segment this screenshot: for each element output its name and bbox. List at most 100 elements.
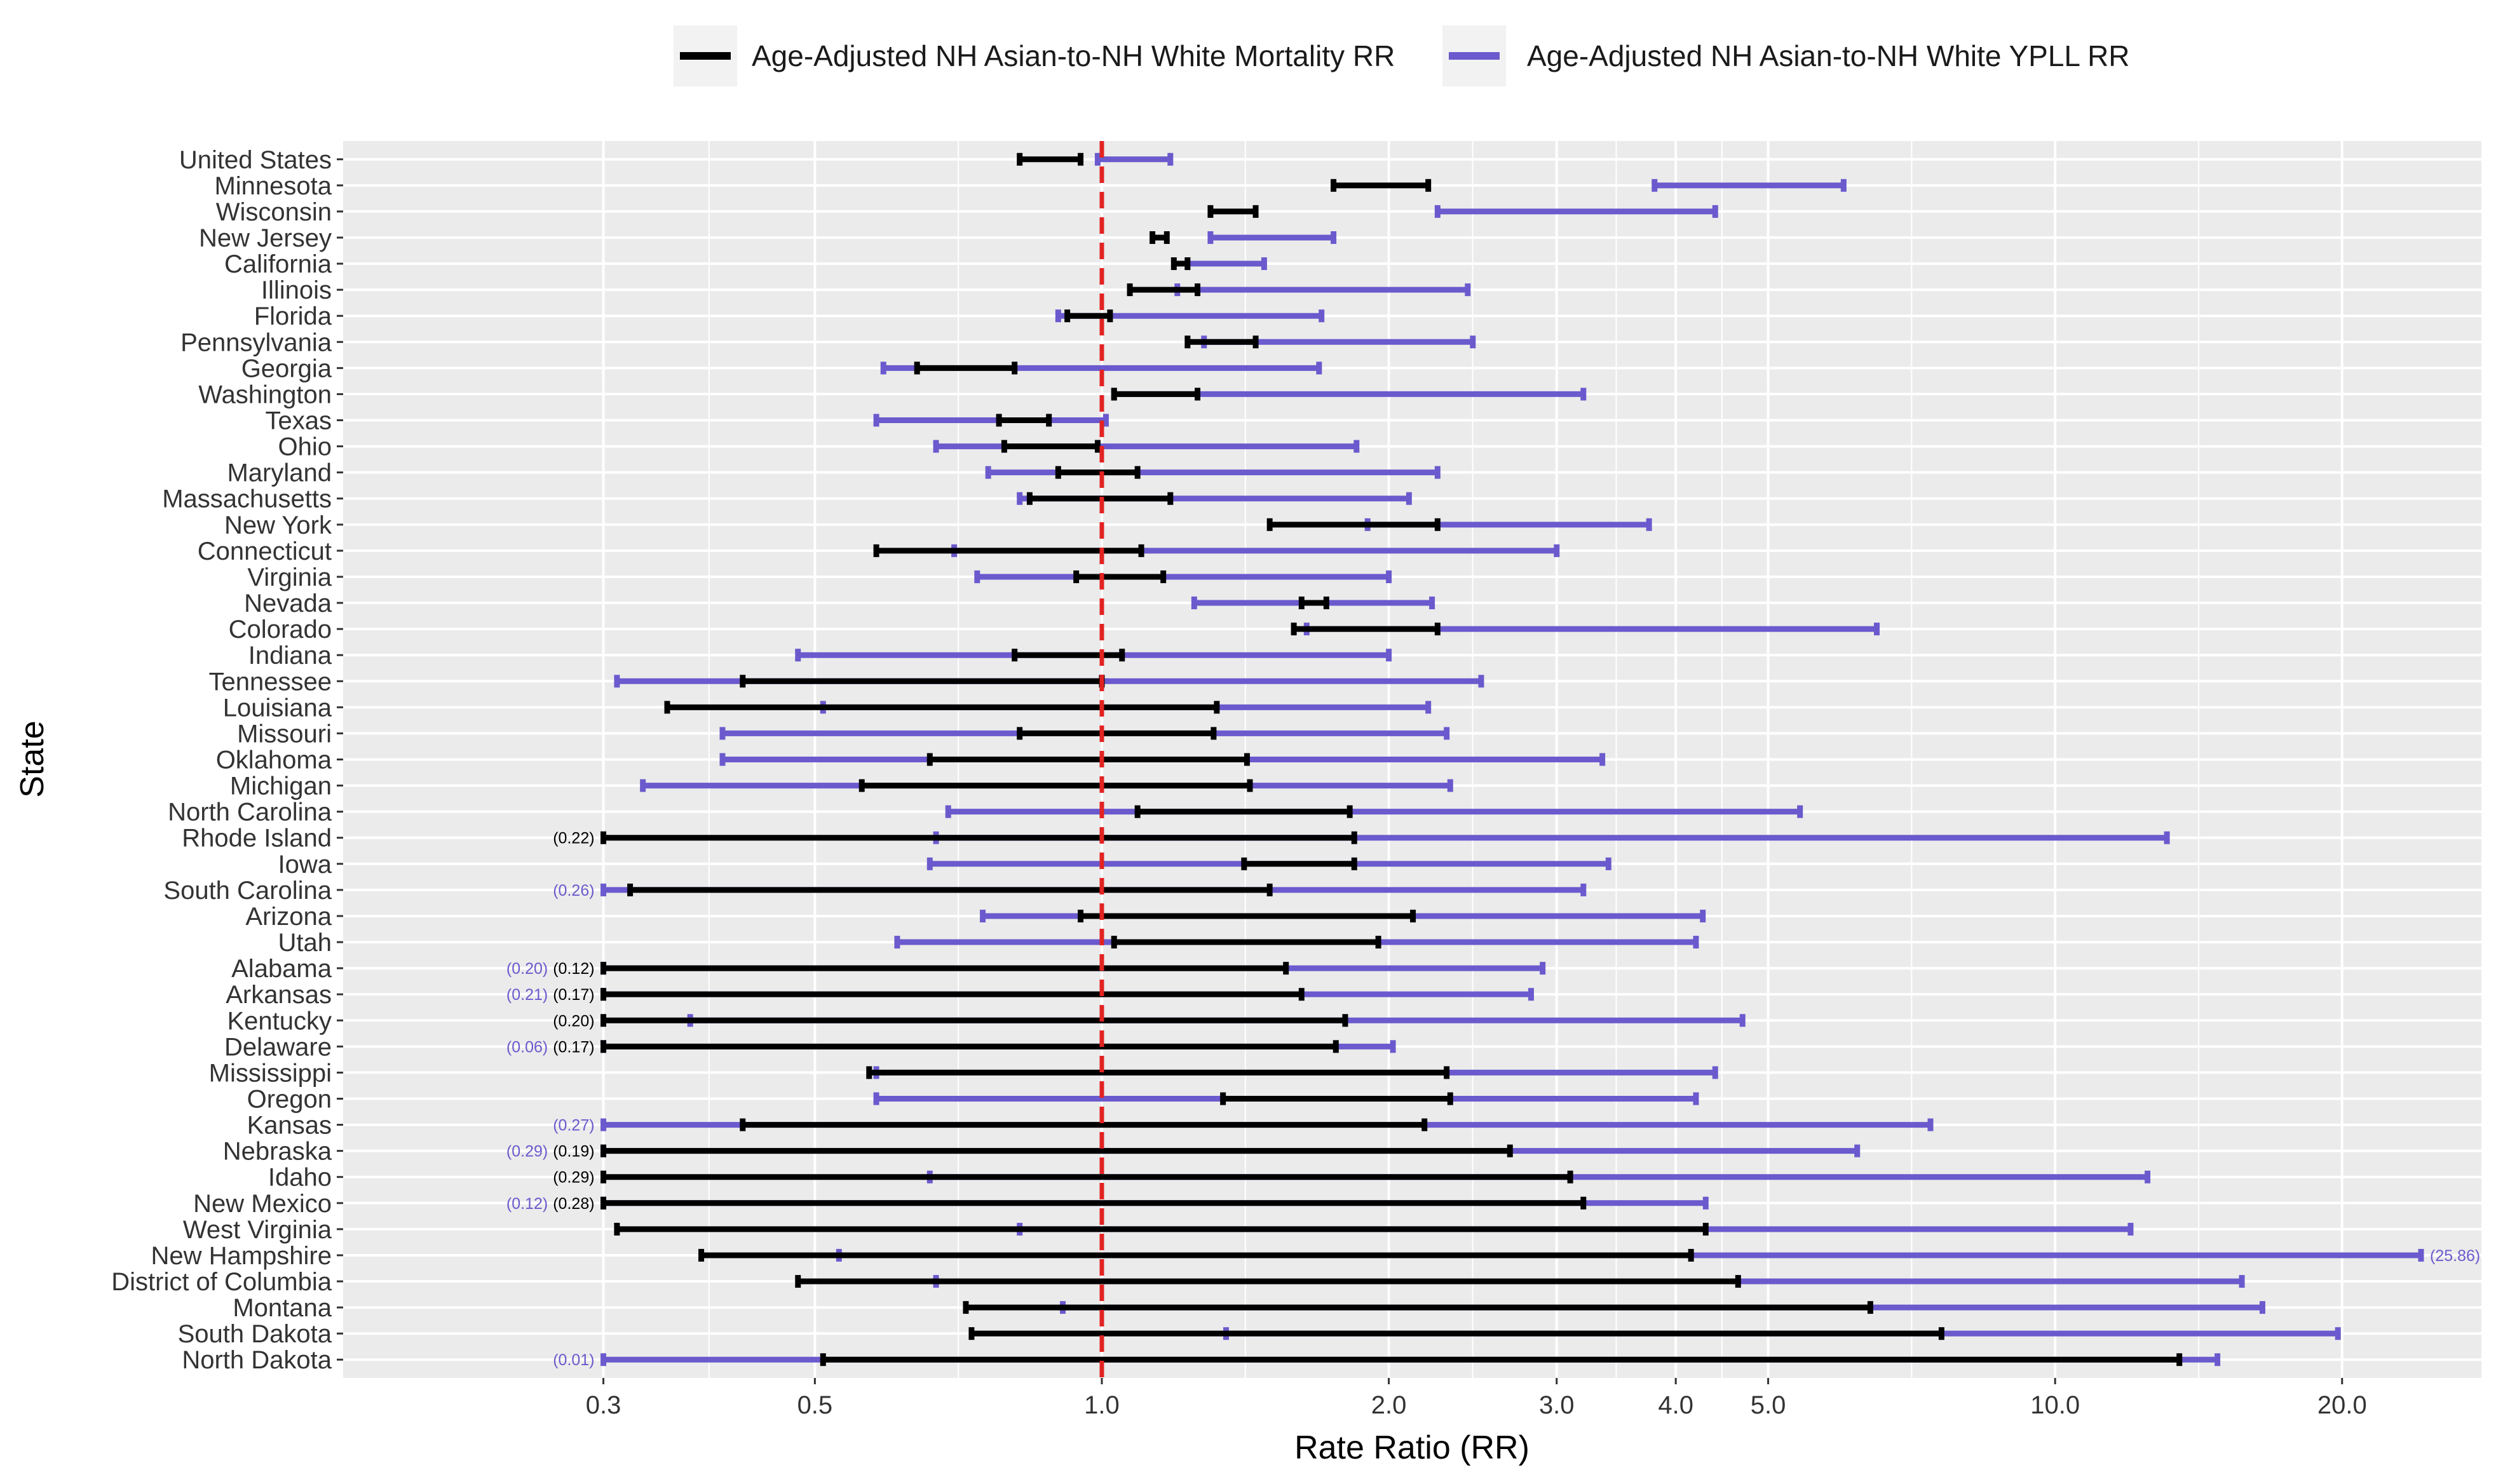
mortality-interval-south-dakota xyxy=(968,1327,1944,1340)
mortality-interval-west-virginia xyxy=(614,1222,1709,1236)
x-tick-label-3-0: 3.0 xyxy=(1539,1391,1575,1419)
y-tick-label-nevada: Nevada xyxy=(244,590,332,617)
mortality-interval-kentucky xyxy=(600,1014,1348,1027)
mortality-interval-washington xyxy=(1111,388,1201,401)
x-tick-label-5-0: 5.0 xyxy=(1751,1391,1786,1419)
mortality-truncated-value-arkansas: (0.17) xyxy=(553,986,594,1004)
yll-interval-united-states xyxy=(1094,152,1174,166)
y-tick-label-colorado: Colorado xyxy=(229,616,332,644)
y-tick-label-north-carolina: North Carolina xyxy=(168,799,332,826)
mortality-truncated-value-kentucky: (0.20) xyxy=(553,1012,594,1030)
y-tick-label-oklahoma: Oklahoma xyxy=(216,746,332,774)
y-tick-label-texas: Texas xyxy=(266,407,332,435)
legend-label-mortality: Age-Adjusted NH Asian-to-NH White Mortal… xyxy=(752,39,1395,72)
mortality-interval-oregon xyxy=(1220,1092,1453,1105)
mortality-interval-south-carolina xyxy=(627,883,1273,896)
mortality-interval-new-mexico xyxy=(600,1196,1587,1210)
y-tick-label-new-mexico: New Mexico xyxy=(193,1190,332,1218)
x-tick-label-10-0: 10.0 xyxy=(2030,1391,2080,1419)
mortality-interval-pennsylvania xyxy=(1184,335,1259,349)
x-tick-label-0-3: 0.3 xyxy=(586,1391,621,1419)
y-axis-ticks xyxy=(337,158,343,1361)
mortality-interval-north-dakota xyxy=(820,1353,2183,1366)
yll-interval-north-carolina xyxy=(945,805,1803,818)
yll-truncated-value-kansas: (0.27) xyxy=(553,1117,594,1135)
y-tick-label-tennessee: Tennessee xyxy=(209,668,332,696)
y-tick-label-idaho: Idaho xyxy=(268,1164,332,1192)
yll-truncated-value-delaware: (0.06) xyxy=(506,1038,548,1056)
mortality-truncated-value-new-mexico: (0.28) xyxy=(553,1195,594,1213)
mortality-interval-district-of-columbia xyxy=(795,1275,1741,1288)
y-tick-label-oregon: Oregon xyxy=(247,1085,332,1113)
y-tick-label-kentucky: Kentucky xyxy=(227,1007,332,1035)
y-tick-label-north-dakota: North Dakota xyxy=(182,1346,332,1374)
legend-label-yll: Age-Adjusted NH Asian-to-NH White YPLL R… xyxy=(1527,39,2130,72)
mortality-interval-kansas xyxy=(740,1118,1428,1131)
mortality-interval-texas xyxy=(996,414,1052,427)
mortality-interval-california xyxy=(1170,257,1191,271)
y-tick-label-new-hampshire: New Hampshire xyxy=(151,1242,332,1270)
mortality-interval-minnesota xyxy=(1331,179,1432,192)
yll-interval-wisconsin xyxy=(1434,205,1718,218)
mortality-interval-north-carolina xyxy=(1134,805,1353,818)
y-tick-label-nebraska: Nebraska xyxy=(223,1138,332,1166)
y-tick-label-indiana: Indiana xyxy=(248,642,332,670)
mortality-interval-new-hampshire xyxy=(698,1248,1694,1262)
mortality-interval-iowa xyxy=(1241,857,1357,870)
y-tick-label-pennsylvania: Pennsylvania xyxy=(180,328,332,356)
mortality-interval-new-jersey xyxy=(1150,231,1170,244)
yll-interval-virginia xyxy=(974,570,1392,583)
y-tick-label-massachusetts: Massachusetts xyxy=(162,485,332,513)
y-tick-label-montana: Montana xyxy=(233,1294,332,1322)
yll-truncated-value-alabama: (0.20) xyxy=(506,960,548,978)
y-tick-label-delaware: Delaware xyxy=(224,1033,332,1061)
mortality-interval-maryland xyxy=(1055,466,1141,479)
mortality-interval-mississippi xyxy=(866,1066,1450,1079)
y-tick-label-washington: Washington xyxy=(198,381,332,408)
mortality-interval-nevada xyxy=(1298,597,1329,610)
y-tick-label-michigan: Michigan xyxy=(230,772,332,800)
yll-interval-minnesota xyxy=(1652,179,1847,192)
x-tick-label-2-0: 2.0 xyxy=(1371,1391,1407,1419)
mortality-interval-michigan xyxy=(858,779,1253,792)
mortality-truncated-value-delaware: (0.17) xyxy=(553,1038,594,1056)
y-tick-label-maryland: Maryland xyxy=(227,459,332,487)
y-tick-label-ohio: Ohio xyxy=(278,433,332,461)
mortality-interval-wisconsin xyxy=(1207,205,1259,218)
mortality-interval-georgia xyxy=(914,361,1018,375)
y-tick-label-mississippi: Mississippi xyxy=(209,1059,332,1087)
yll-truncated-value-north-dakota: (0.01) xyxy=(553,1351,594,1369)
mortality-interval-colorado xyxy=(1291,623,1441,636)
y-tick-label-iowa: Iowa xyxy=(278,851,332,879)
mortality-interval-indiana xyxy=(1012,649,1125,662)
mortality-interval-oklahoma xyxy=(926,753,1250,766)
x-tick-label-4-0: 4.0 xyxy=(1658,1391,1693,1419)
mortality-interval-alabama xyxy=(600,962,1289,975)
mortality-interval-utah xyxy=(1111,936,1381,949)
x-tick-label-0-5: 0.5 xyxy=(797,1391,833,1419)
yll-truncated-value-new-mexico: (0.12) xyxy=(506,1195,548,1213)
mortality-truncated-value-nebraska: (0.19) xyxy=(553,1143,594,1161)
y-tick-label-south-dakota: South Dakota xyxy=(178,1320,332,1348)
y-tick-label-louisiana: Louisiana xyxy=(223,694,332,722)
x-tick-label-1-0: 1.0 xyxy=(1084,1391,1120,1419)
mortality-interval-missouri xyxy=(1017,727,1217,740)
y-tick-label-florida: Florida xyxy=(254,302,332,330)
y-tick-label-kansas: Kansas xyxy=(247,1112,332,1140)
mortality-interval-ohio xyxy=(1001,440,1101,453)
mortality-interval-idaho xyxy=(600,1170,1573,1184)
x-axis-labels: 0.3 0.5 1.0 2.0 3.0 4.0 5.0 10.0 20.0 xyxy=(586,1391,2367,1419)
x-tick-label-20-0: 20.0 xyxy=(2317,1391,2367,1419)
mortality-interval-rhode-island xyxy=(600,831,1357,844)
y-tick-label-minnesota: Minnesota xyxy=(214,172,332,200)
x-axis-title: Rate Ratio (RR) xyxy=(1294,1429,1529,1466)
yll-interval-texas xyxy=(873,414,1109,427)
y-tick-label-virginia: Virginia xyxy=(247,563,332,591)
mortality-interval-montana xyxy=(963,1301,1873,1314)
mortality-interval-connecticut xyxy=(873,544,1144,557)
yll-interval-new-jersey xyxy=(1207,231,1337,244)
mortality-truncated-value-rhode-island: (0.22) xyxy=(553,830,594,847)
y-tick-label-georgia: Georgia xyxy=(241,354,332,382)
